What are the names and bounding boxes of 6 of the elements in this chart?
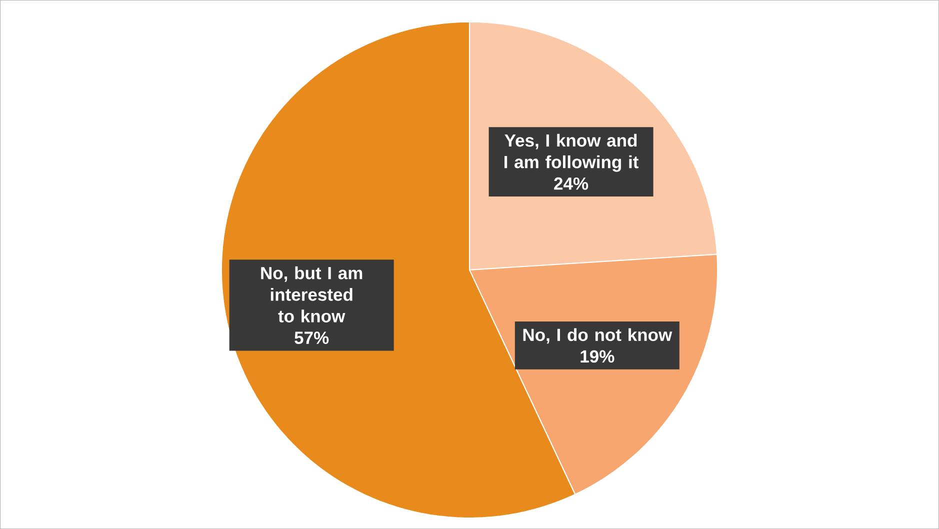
slice-label: No, I do not know	[523, 328, 672, 344]
slice-label: Yes, I know and I am following it	[504, 134, 639, 172]
data-label: 24%	[554, 177, 588, 190]
data-label: 19%	[580, 350, 614, 363]
slice-label: No, but I am interested to know	[261, 266, 362, 322]
data-label: 57%	[294, 332, 329, 344]
